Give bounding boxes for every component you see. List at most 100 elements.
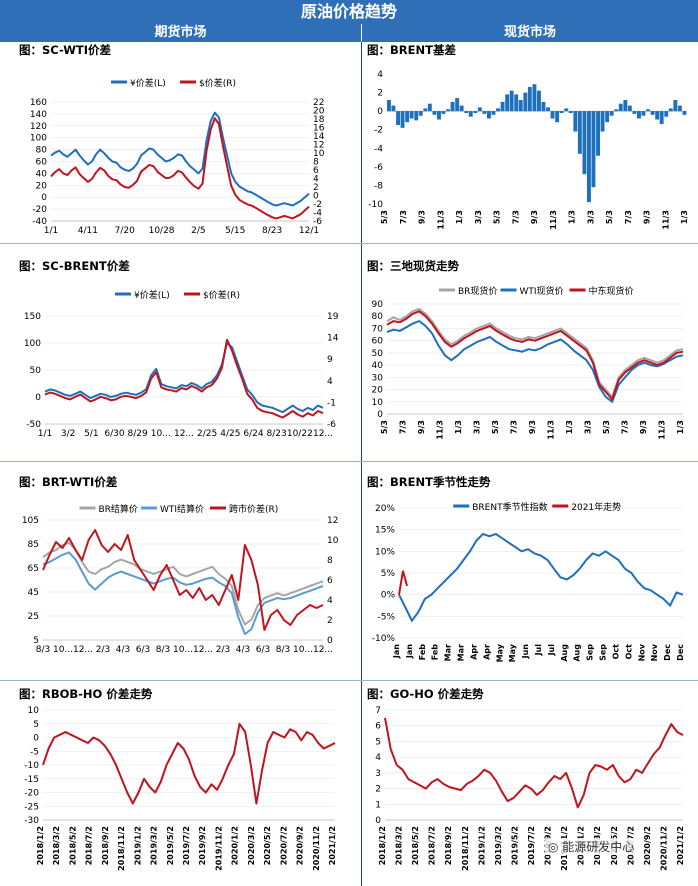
x-tick-label: 6/24: [243, 429, 263, 439]
y-tick-label: 0: [377, 410, 383, 420]
row-divider: [0, 243, 698, 244]
y-tick-label: 10: [372, 398, 384, 408]
y-tick-label: -10%: [372, 634, 396, 644]
x-tick-label: 2/25: [197, 429, 217, 439]
legend-label: ¥价差(L): [130, 77, 166, 89]
x-tick-label: 3/3: [473, 420, 482, 434]
x-tick-label: Apr: [482, 644, 491, 660]
y-tick-label: 50: [372, 349, 384, 359]
x-tick-label: 1/1: [44, 226, 58, 236]
panel-title: 图：BRENT基差: [367, 43, 456, 57]
y-tick-label: 40: [36, 169, 48, 179]
y-tick-label: -25: [24, 802, 39, 812]
x-tick-label: 7/3: [399, 210, 408, 224]
bar: [618, 103, 623, 112]
x-tick-label: 7/3: [399, 420, 408, 434]
x-tick-label: 2021/1/2: [676, 826, 685, 865]
x-tick-label: 11/3: [658, 420, 667, 440]
x-tick-label: 2019/1/2: [477, 826, 486, 865]
legend-label: $价差(R): [203, 289, 240, 301]
y-tick-label: -10: [368, 200, 383, 210]
x-tick-label: 5/15: [225, 226, 245, 236]
y2-tick-label: 6: [313, 166, 319, 176]
y-tick-label: 105: [22, 516, 39, 526]
bar: [455, 98, 460, 112]
bar: [459, 105, 464, 112]
panel-title: 图：BRENT季节性走势: [367, 475, 491, 489]
x-tick-label: 8/23: [262, 226, 282, 236]
x-tick-label: 7/3: [621, 420, 630, 434]
chart-sc-wti: 160140120100806040200-20-402220181614121…: [30, 77, 325, 236]
panel-sc-wti: 图：SC-WTI价差 160 140 120 100 80 60 40 20 0 -20 -40 22…: [17, 42, 357, 242]
bar: [505, 94, 510, 112]
x-tick-label: 11/3: [661, 210, 670, 230]
x-tick-label: 1/1: [38, 429, 52, 439]
x-tick-label: 5/3: [380, 420, 389, 434]
y-tick-label: 90: [372, 300, 384, 310]
y-tick-label: 5: [375, 737, 381, 747]
series-line: [384, 717, 684, 809]
y-tick-label: 0: [377, 107, 383, 117]
x-tick-label: 10/22: [287, 429, 313, 439]
y2-tick-label: 9: [327, 355, 333, 365]
series-line: [386, 320, 684, 403]
legend-label: $价差(R): [199, 77, 236, 89]
x-tick-label: 2020/7/2: [279, 826, 288, 865]
y-tick-label: 160: [30, 98, 47, 108]
bar: [437, 111, 441, 120]
legend-label: 中东现货价: [589, 285, 634, 297]
bar: [537, 90, 541, 112]
x-tick-label: Mar: [457, 644, 466, 661]
y-tick-label: -2: [374, 126, 383, 136]
x-tick-label: 2018/5/2: [411, 826, 420, 865]
panel-title: 图：RBOB-HO 价差走势: [19, 687, 153, 701]
x-tick-label: 1/3: [565, 420, 574, 434]
x-tick-label: 1/3: [568, 210, 577, 224]
y-tick-label: 6: [375, 722, 381, 732]
bar: [641, 111, 646, 116]
x-tick-label: 12...: [193, 645, 213, 655]
bar: [418, 111, 423, 116]
panel-brent-basis: 图：BRENT基差 4 2 0 -2 -4 -6 -8 -10 5/3 7/3 9/3 11/3 1/3…: [365, 42, 695, 242]
x-tick-label: 8/3: [276, 645, 290, 655]
column-divider: [361, 42, 362, 886]
y2-tick-label: 19: [327, 312, 339, 322]
y-tick-label: -10: [24, 761, 39, 771]
x-tick-label: 1/3: [676, 420, 685, 434]
y-tick-label: 3: [375, 769, 381, 779]
bar: [659, 111, 664, 125]
bar: [568, 111, 573, 113]
x-tick-label: Oct: [611, 644, 620, 660]
x-tick-label: 10...: [53, 645, 73, 655]
y2-tick-label: 22: [313, 98, 324, 108]
series-line: [42, 529, 324, 631]
y-tick-label: 25: [28, 612, 39, 622]
bar: [591, 111, 596, 188]
x-tick-label: Aug: [560, 644, 569, 662]
bar: [564, 108, 569, 112]
x-tick-label: Mar: [444, 644, 453, 661]
y2-tick-label: 4: [313, 175, 319, 185]
series-line: [42, 551, 324, 635]
y-tick-label: -50: [26, 420, 41, 430]
x-tick-label: 2018/1/2: [378, 826, 387, 865]
y-tick-label: 100: [24, 339, 41, 349]
watermark-text: 能源研发中心: [562, 840, 635, 854]
x-tick-label: 8/3: [36, 645, 50, 655]
bar: [468, 111, 473, 117]
bar: [650, 111, 655, 115]
x-tick-label: Aug: [573, 644, 582, 662]
legend-label: BRENT季节性指数: [472, 501, 547, 513]
y-tick-label: 65: [28, 564, 39, 574]
y-tick-label: -20: [32, 205, 47, 215]
y2-tick-label: 14: [327, 334, 339, 344]
x-tick-label: 2018/3/2: [52, 826, 61, 865]
y-tick-label: 50: [30, 366, 42, 376]
y-tick-label: 5%: [381, 569, 396, 579]
page-title: 原油价格趋势: [0, 0, 698, 24]
x-tick-label: 1/3: [680, 210, 689, 224]
y-tick-label: 70: [372, 324, 384, 334]
x-tick-label: 10/28: [149, 226, 175, 236]
x-tick-label: 2019/9/2: [198, 826, 207, 865]
